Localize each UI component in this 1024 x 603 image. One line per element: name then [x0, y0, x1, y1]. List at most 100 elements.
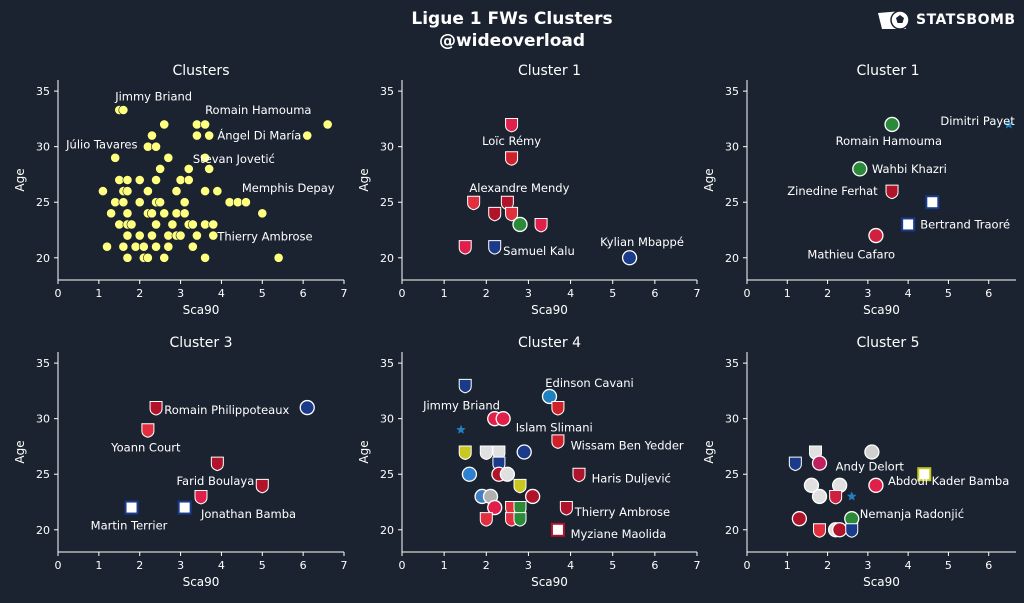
club-badge-point [901, 217, 916, 232]
data-point [151, 175, 161, 185]
y-tick-label: 25 [36, 468, 50, 481]
data-point [200, 119, 210, 130]
x-axis-label: Sca90 [183, 575, 220, 589]
data-point [122, 230, 133, 241]
data-point [110, 152, 121, 163]
chart-panel-4: Cluster 3 0 1 2 3 4 5 6 7 20 25 30 35 Sca90 Age Romain … [13, 335, 348, 589]
data-point [122, 208, 133, 219]
y-tick-label: 20 [380, 252, 394, 265]
player-label: Thierry Ambrose [216, 230, 312, 244]
y-tick-label: 35 [725, 85, 739, 98]
x-tick-label: 0 [744, 287, 751, 300]
club-badge-point [458, 240, 472, 255]
figure-title: Ligue 1 FWs Clusters @wideoverload [0, 8, 1024, 52]
data-point [163, 152, 174, 163]
x-axis-label: Sca90 [863, 303, 900, 317]
x-tick-label: 5 [259, 559, 266, 572]
player-label: Haris Duljević [592, 472, 671, 486]
data-point [159, 119, 170, 130]
panel-title: Cluster 4 [518, 335, 581, 351]
player-label: Edinson Cavani [545, 376, 633, 390]
data-point [138, 241, 149, 252]
data-point [126, 219, 137, 230]
data-point [142, 186, 153, 197]
club-badge-point [467, 195, 481, 211]
y-tick-label: 25 [725, 468, 739, 481]
data-point [200, 219, 210, 230]
x-tick-label: 4 [218, 559, 225, 572]
y-axis-label: Age [357, 168, 371, 191]
club-badge-point [811, 488, 828, 505]
data-point [187, 219, 198, 230]
x-tick-label: 5 [609, 287, 616, 300]
club-badge-point [487, 499, 503, 516]
club-badge-point [505, 206, 519, 222]
player-label: Memphis Depay [242, 181, 335, 195]
y-tick-label: 35 [36, 85, 50, 98]
chart-panel-3: Cluster 1 0 1 2 3 4 5 6 20 25 30 35 Sca90 Age Dimitri … [702, 63, 1016, 317]
data-point [163, 241, 174, 252]
panel-title: Cluster 1 [518, 63, 581, 79]
player-label: Wissam Ben Yedder [571, 438, 684, 452]
club-badge-point [925, 195, 940, 210]
club-badge-point [479, 445, 493, 461]
data-point [114, 219, 125, 230]
club-badge-point [512, 216, 528, 233]
data-point [130, 241, 141, 252]
y-tick-label: 35 [36, 357, 50, 370]
chart-panel-1: Clusters 0 1 2 3 4 5 6 7 20 25 30 35 Sca90 Age Jimmy Br… [13, 63, 348, 317]
data-point [134, 197, 145, 208]
club-badge-point [1004, 119, 1014, 129]
club-badge-point [458, 445, 472, 461]
x-tick-label: 1 [784, 287, 791, 300]
x-tick-label: 0 [744, 559, 751, 572]
x-tick-label: 4 [218, 287, 225, 300]
data-point [183, 163, 194, 174]
player-label: Zinedine Ferhat [787, 184, 878, 198]
player-label: Andy Delort [836, 459, 905, 473]
y-tick-label: 35 [380, 85, 394, 98]
y-tick-label: 20 [380, 524, 394, 537]
x-tick-label: 6 [985, 287, 992, 300]
data-point [171, 208, 182, 219]
x-tick-label: 5 [945, 559, 952, 572]
x-tick-label: 3 [864, 559, 871, 572]
club-badge-point [534, 217, 548, 233]
club-badge-point [847, 491, 857, 501]
data-point [159, 252, 170, 263]
data-point [241, 197, 251, 208]
y-tick-label: 30 [725, 413, 739, 426]
x-tick-label: 5 [259, 287, 266, 300]
club-badge-point [149, 401, 163, 416]
club-badge-point [505, 117, 519, 133]
logo-text: STATSBOMB [916, 12, 1016, 28]
club-badge-point [917, 467, 932, 482]
club-badge-point [829, 489, 843, 505]
data-point [200, 252, 210, 263]
x-tick-label: 6 [300, 559, 307, 572]
club-badge-point [524, 488, 541, 505]
panel-title: Cluster 5 [856, 335, 919, 351]
ball-logo-icon [878, 10, 910, 30]
panel-title: Cluster 1 [856, 63, 919, 79]
data-point [179, 197, 190, 208]
club-badge-point [551, 434, 565, 449]
player-label: Wahbi Khazri [872, 162, 947, 176]
club-badge-point [572, 467, 586, 483]
player-label: Yoann Court [110, 441, 181, 455]
player-label: Dimitri Payet [940, 114, 1015, 128]
club-badge-point [788, 456, 802, 472]
club-badge-point [299, 399, 315, 416]
player-label: Alexandre Mendy [469, 181, 569, 195]
data-point [142, 252, 153, 263]
data-point [204, 130, 215, 141]
x-tick-label: 3 [525, 559, 532, 572]
club-badge-point [488, 206, 502, 222]
club-badge-point [513, 478, 527, 494]
data-point [114, 175, 125, 185]
data-point [192, 230, 202, 241]
player-label: Thierry Ambrose [574, 505, 670, 519]
data-point [204, 163, 215, 174]
player-label: Nemanja Radonjić [860, 507, 964, 521]
